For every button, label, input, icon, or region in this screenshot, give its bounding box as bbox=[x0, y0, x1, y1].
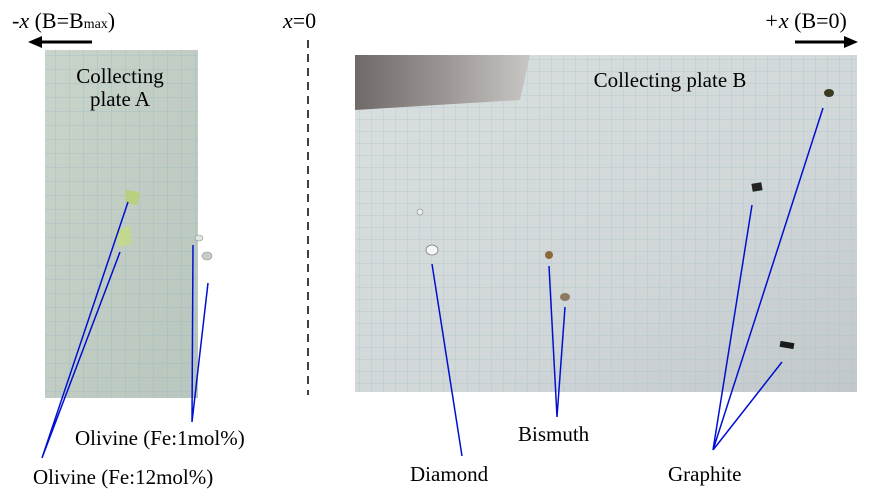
label-olivine-1: Olivine (Fe:1mol%) bbox=[75, 426, 245, 450]
text: =0 bbox=[293, 8, 316, 33]
photo-plate-a bbox=[45, 50, 213, 398]
label-olivine-12: Olivine (Fe:12mol%) bbox=[33, 465, 213, 489]
left-arrow-head bbox=[28, 36, 42, 48]
text: (B=0) bbox=[794, 8, 847, 33]
right-arrow-head bbox=[844, 36, 858, 48]
label-graphite: Graphite bbox=[668, 462, 741, 486]
panel-a-title: Collecting bbox=[76, 64, 164, 88]
text: (B=B bbox=[35, 8, 84, 33]
text: ) bbox=[108, 8, 115, 33]
text: x bbox=[282, 8, 293, 33]
panel-a-title: plate A bbox=[90, 87, 151, 111]
label-diamond: Diamond bbox=[410, 462, 489, 486]
leader-lines bbox=[41, 107, 824, 459]
photo-plate-b bbox=[355, 55, 857, 392]
label-bismuth: Bismuth bbox=[518, 422, 590, 446]
right-axis-label: +x (B=0) bbox=[764, 8, 847, 33]
text: +x bbox=[764, 8, 789, 33]
left-axis-label: -x (B=Bmax) bbox=[12, 8, 115, 33]
panel-b-title: Collecting plate B bbox=[594, 68, 747, 92]
text: -x bbox=[12, 8, 29, 33]
text: max bbox=[84, 17, 108, 32]
center-axis-label: x=0 bbox=[282, 8, 316, 33]
